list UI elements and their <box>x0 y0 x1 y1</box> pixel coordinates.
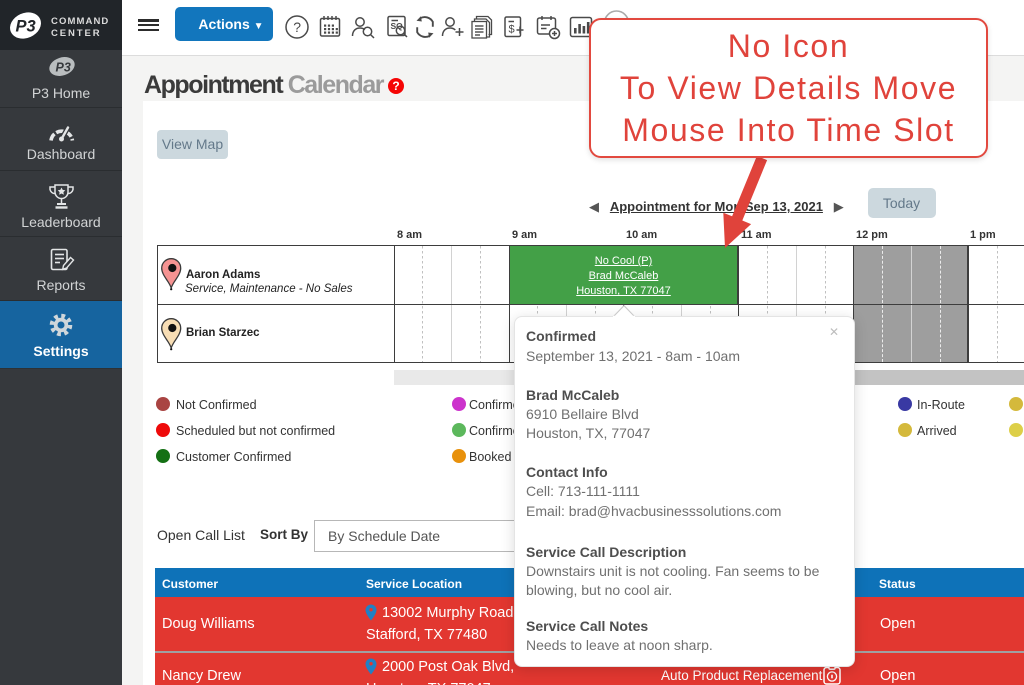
svg-text:P3: P3 <box>16 18 36 36</box>
svg-text:SQ: SQ <box>391 21 404 31</box>
svg-text:?: ? <box>293 19 301 35</box>
svg-text:P3: P3 <box>56 61 71 75</box>
svg-text:$: $ <box>508 24 514 36</box>
